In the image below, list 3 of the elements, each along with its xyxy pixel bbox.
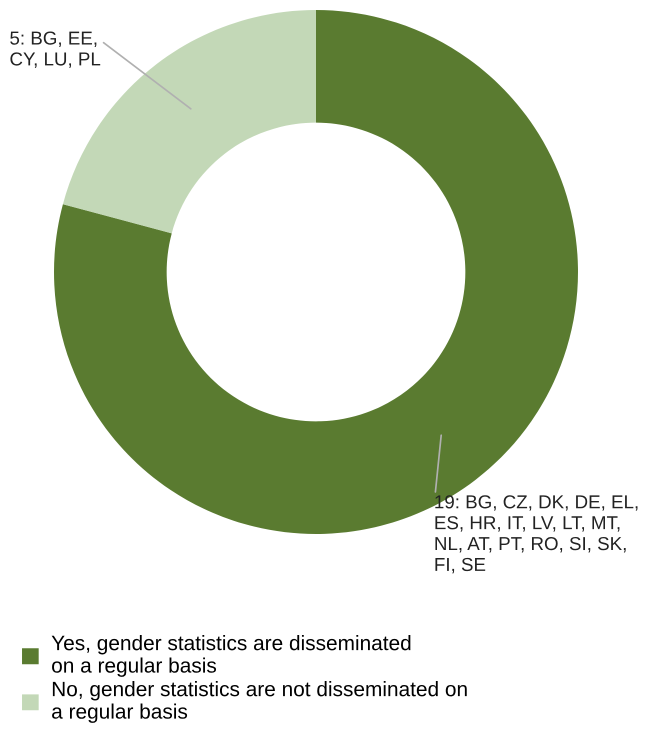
legend-label: No, gender statistics are not disseminated on a regular basis [52,681,467,723]
data-label: 5: BG, EE, CY, LU, PL [10,31,100,68]
legend-label: Yes, gender statistics are disseminated on a regular basis [52,635,410,677]
